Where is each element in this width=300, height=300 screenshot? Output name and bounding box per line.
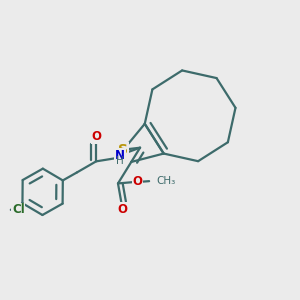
Text: CH₃: CH₃ [157,176,176,186]
Text: N: N [115,149,125,162]
Text: S: S [118,143,128,157]
Text: Cl: Cl [12,203,25,216]
Text: O: O [117,203,127,216]
Text: H: H [116,156,124,167]
Text: O: O [91,130,101,143]
Text: O: O [133,175,143,188]
